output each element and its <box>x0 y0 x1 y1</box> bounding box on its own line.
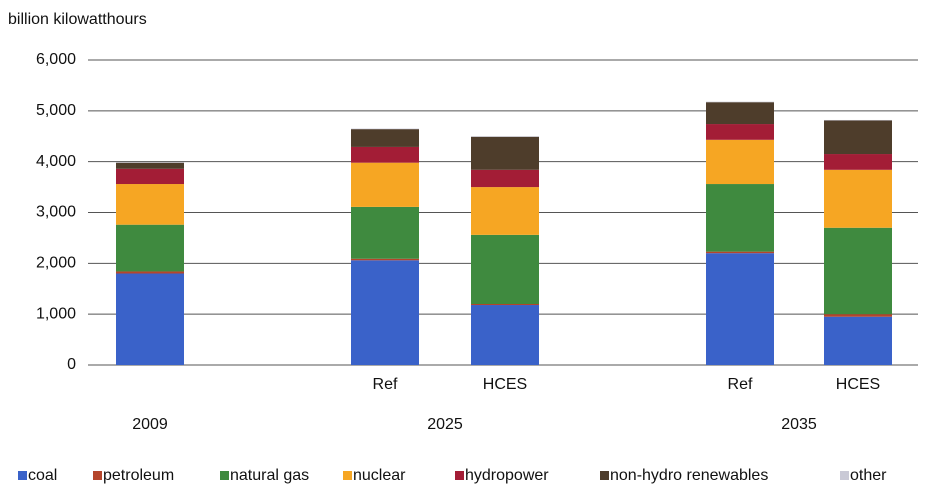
bar-segment <box>706 139 774 185</box>
bar-segment <box>351 206 419 259</box>
group-label: 2035 <box>781 416 817 433</box>
bar-segment <box>116 168 184 185</box>
group-label: 2009 <box>132 416 168 433</box>
legend-swatch <box>18 471 27 480</box>
bar-segment <box>824 154 892 170</box>
y-tick-label: 3,000 <box>36 204 76 221</box>
bar-segment <box>824 227 892 315</box>
bar-segment <box>824 314 892 317</box>
bar-segment <box>351 129 419 147</box>
bar-segment <box>471 136 539 137</box>
bar-segment <box>116 224 184 272</box>
bar-segment <box>824 316 892 365</box>
bar-segment <box>116 184 184 225</box>
bar-segment <box>824 169 892 228</box>
bar-segment <box>351 162 419 207</box>
y-tick-label: 1,000 <box>36 305 76 322</box>
bar-segment <box>471 136 539 170</box>
bar-segment <box>824 119 892 121</box>
bar-segment <box>471 169 539 188</box>
group-label: 2025 <box>427 416 463 433</box>
bar-segment <box>706 251 774 254</box>
legend-swatch <box>220 471 229 480</box>
y-axis-label: billion kilowatthours <box>8 11 147 28</box>
bar-segment <box>116 162 184 163</box>
legend-swatch <box>455 471 464 480</box>
y-tick-label: 6,000 <box>36 51 76 68</box>
legend-label: petroleum <box>103 467 174 484</box>
bar-segment <box>351 258 419 261</box>
bar-segment <box>706 124 774 140</box>
y-tick-label: 4,000 <box>36 153 76 170</box>
bar-segment <box>116 162 184 169</box>
x-tick-label: HCES <box>483 376 527 393</box>
bar-segment <box>351 260 419 365</box>
x-tick-label: Ref <box>728 376 753 393</box>
bar-segment <box>471 305 539 365</box>
bar-segment <box>471 187 539 235</box>
legend-swatch <box>840 471 849 480</box>
x-tick-label: HCES <box>836 376 880 393</box>
y-tick-label: 5,000 <box>36 102 76 119</box>
bar-segment <box>706 101 774 103</box>
bar-segment <box>706 102 774 125</box>
bar-segment <box>116 271 184 274</box>
legend-swatch <box>343 471 352 480</box>
y-tick-label: 0 <box>67 356 76 373</box>
bar-segment <box>706 253 774 365</box>
bar-segment <box>351 128 419 130</box>
x-tick-label: Ref <box>373 376 398 393</box>
legend-label: nuclear <box>353 467 406 484</box>
legend-label: non-hydro renewables <box>610 467 768 484</box>
legend-swatch <box>93 471 102 480</box>
bar-segment <box>824 120 892 155</box>
y-tick-label: 2,000 <box>36 255 76 272</box>
bar-segment <box>471 234 539 304</box>
legend-label: natural gas <box>230 467 309 484</box>
bar-segment <box>471 304 539 306</box>
legend-label: coal <box>28 467 57 484</box>
legend-label: other <box>850 467 887 484</box>
bar-segment <box>351 146 419 163</box>
bar-segment <box>706 184 774 252</box>
legend-label: hydropower <box>465 467 549 484</box>
bar-segment <box>116 273 184 365</box>
legend-swatch <box>600 471 609 480</box>
